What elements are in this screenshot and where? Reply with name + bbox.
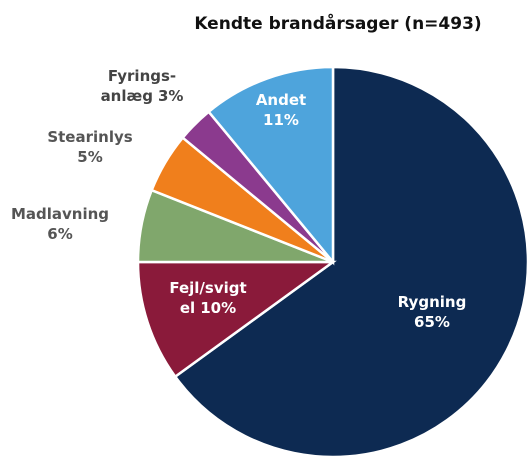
value-label: 11% — [263, 111, 299, 129]
value-label: 5% — [77, 148, 102, 166]
category-label: el — [180, 299, 195, 317]
slice-label: Fyrings-anlæg 3% — [101, 67, 184, 105]
pie-slice — [136, 260, 337, 379]
category-label: Fyrings- — [108, 67, 176, 85]
pie-slice — [173, 65, 530, 459]
slice-label: Madlavning 6% — [11, 205, 109, 243]
value-label: 3% — [158, 87, 183, 105]
category-label: anlæg — [101, 87, 153, 105]
slice-label: Rygning 65% — [398, 293, 467, 331]
pie-slice — [206, 65, 335, 266]
value-label: 6% — [47, 225, 72, 243]
category-label: Andet — [256, 91, 306, 109]
value-label: 65% — [414, 313, 450, 331]
category-label: Madlavning — [11, 205, 109, 223]
category-label: Rygning — [398, 293, 467, 311]
value-label: 10% — [200, 299, 236, 317]
slice-label: Fejl/svigt el 10% — [169, 279, 246, 317]
slice-label: Stearinlys 5% — [47, 128, 132, 166]
chart-title: Kendte brandårsager (n=493) — [194, 12, 481, 34]
category-label: Fejl/svigt — [169, 279, 246, 297]
slice-label: Andet 11% — [256, 91, 306, 129]
category-label: Stearinlys — [47, 128, 132, 146]
